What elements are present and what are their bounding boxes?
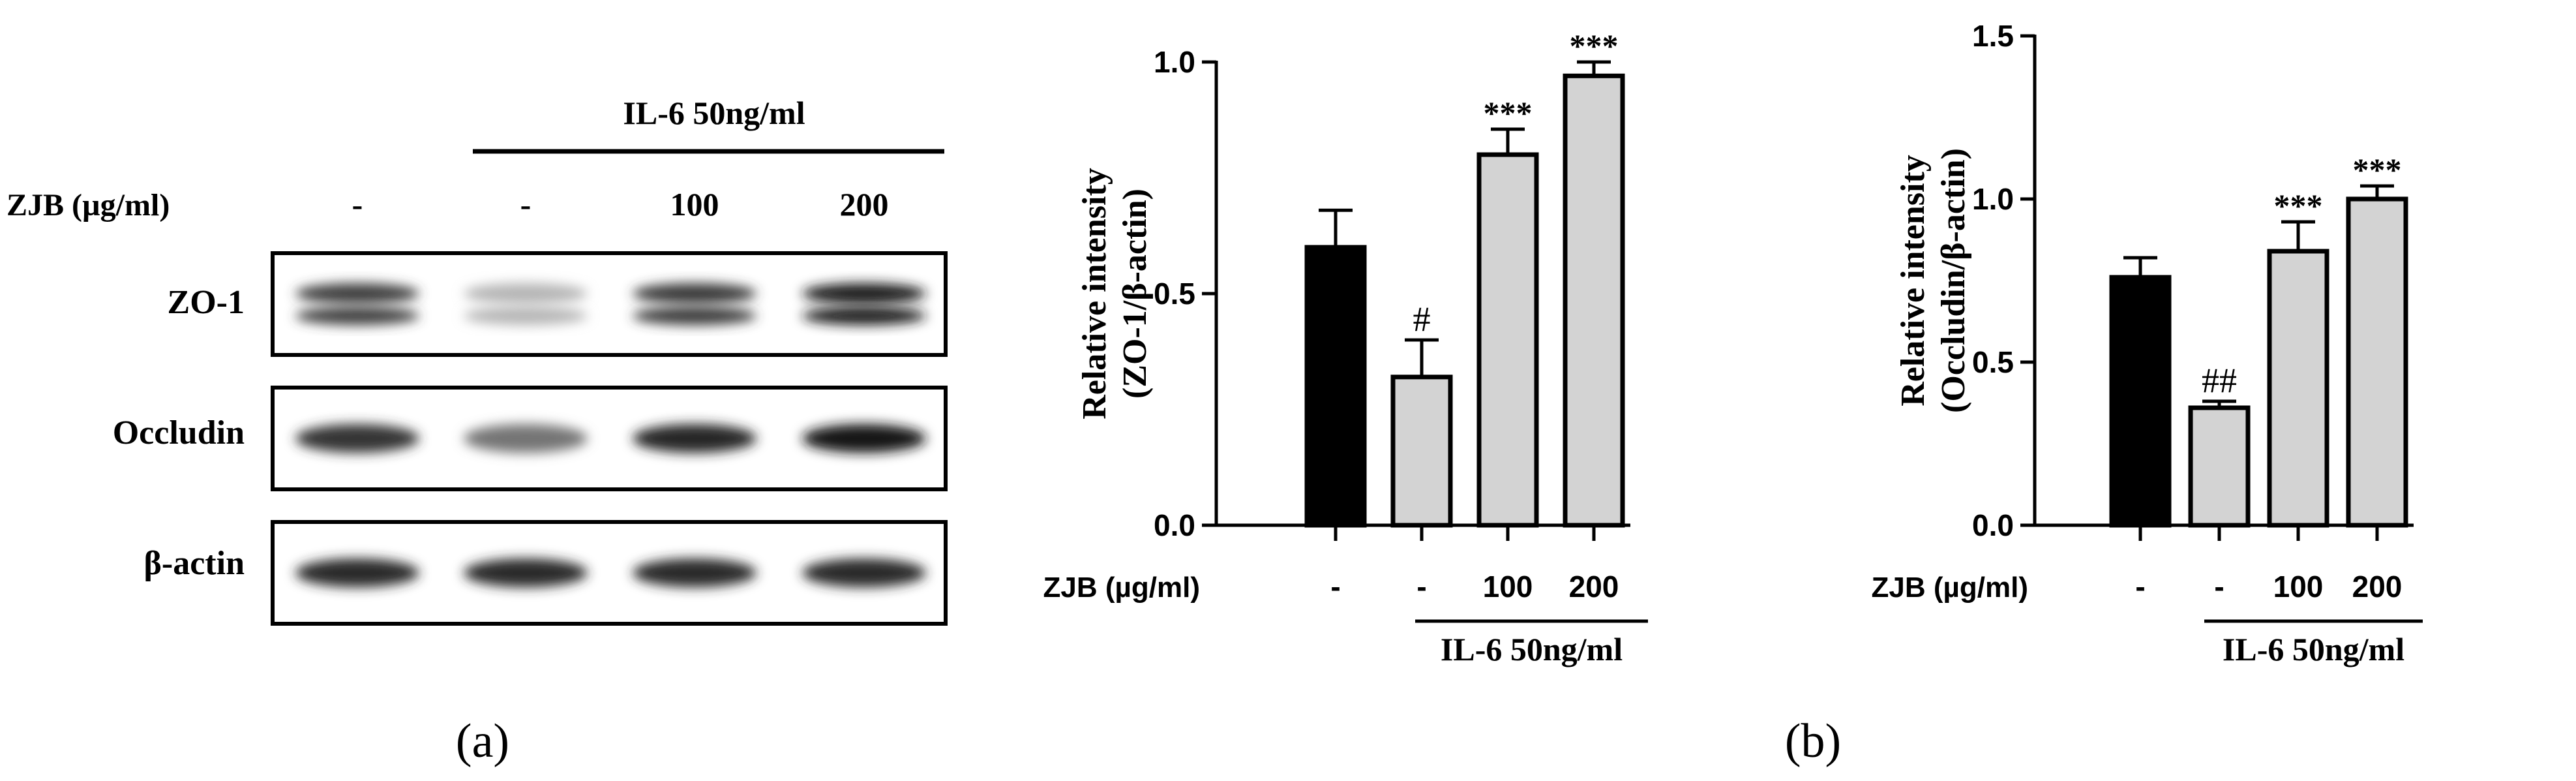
blot-box-zo1	[271, 251, 948, 357]
bar	[1304, 245, 1367, 528]
blot-band	[295, 283, 419, 304]
y-tick-label: 1.0	[1154, 45, 1195, 79]
blot-band	[633, 283, 756, 304]
blot-band	[802, 307, 926, 325]
blot-band	[633, 559, 756, 587]
y-axis-label: Relative intensity	[1076, 168, 1113, 420]
blot-bands	[295, 283, 926, 587]
x-axis-label: ZJB (µg/ml)	[1043, 572, 1200, 604]
blot-band	[633, 424, 756, 453]
y-tick-label: 0.0	[1154, 508, 1195, 542]
panel-a-western-blot: IL-6 50ng/ml ZJB (µg/ml) - - 100 200 ZO-…	[7, 95, 948, 768]
y-axis-label: Relative intensity	[1895, 155, 1932, 406]
blot-band	[633, 307, 756, 325]
y-tick-label: 1.0	[1972, 182, 2014, 216]
blot-band	[802, 283, 926, 304]
significance-label: ***	[2353, 151, 2402, 188]
bar	[2267, 249, 2329, 528]
y-tick-label: 0.0	[1972, 508, 2014, 542]
bar	[2109, 275, 2172, 528]
blot-band	[802, 424, 926, 453]
significance-label: #	[1413, 299, 1431, 339]
blot-band	[295, 424, 419, 453]
bar	[1476, 152, 1539, 528]
x-tick-label: -	[1330, 570, 1340, 604]
significance-label: ##	[2202, 361, 2237, 400]
il6-header: IL-6 50ng/ml	[623, 95, 805, 131]
blot-band	[464, 307, 588, 325]
dose-lane-3: 100	[670, 186, 719, 222]
blot-band	[464, 283, 588, 304]
bar	[2346, 196, 2408, 528]
x-tick-label: 100	[1483, 570, 1533, 604]
significance-label: ***	[1484, 95, 1533, 131]
blot-label-occludin: Occludin	[113, 414, 245, 452]
x-tick-label: 100	[2273, 570, 2324, 604]
x-tick-label: -	[2135, 570, 2145, 604]
x-tick-label: -	[2214, 570, 2224, 604]
y-axis-label: (Occludin/β-actin)	[1935, 148, 1972, 413]
blot-label-beta-actin: β-actin	[144, 545, 245, 582]
x-axis-label: ZJB (µg/ml)	[1872, 572, 2028, 604]
group-label: IL-6 50ng/ml	[2223, 631, 2404, 667]
blot-label-zo1: ZO-1	[168, 284, 245, 321]
group-label: IL-6 50ng/ml	[1441, 631, 1623, 667]
y-tick-label: 0.5	[1972, 345, 2014, 379]
bar	[2188, 405, 2251, 528]
x-tick-label: 200	[1569, 570, 1619, 604]
dose-lane-2: -	[520, 186, 532, 222]
blot-band	[464, 424, 588, 453]
y-tick-label: 1.5	[1972, 19, 2014, 53]
dose-lane-4: 200	[840, 186, 889, 222]
dose-lane-1: -	[352, 186, 363, 222]
x-tick-label: 200	[2352, 570, 2403, 604]
blot-band	[295, 559, 419, 587]
y-axis-label: (ZO-1/β-actin)	[1116, 189, 1154, 399]
blot-band	[295, 307, 419, 325]
bar	[1563, 73, 1625, 528]
significance-label: ***	[1570, 27, 1619, 64]
zjb-dose-label: ZJB (µg/ml)	[7, 188, 170, 222]
blot-band	[802, 559, 926, 587]
x-tick-label: -	[1416, 570, 1426, 604]
caption-a: (a)	[456, 714, 509, 768]
bar	[1390, 375, 1453, 528]
caption-b: (b)	[1785, 714, 1841, 768]
significance-label: ***	[2274, 187, 2323, 224]
blot-band	[464, 559, 588, 587]
y-tick-label: 0.5	[1154, 277, 1195, 311]
